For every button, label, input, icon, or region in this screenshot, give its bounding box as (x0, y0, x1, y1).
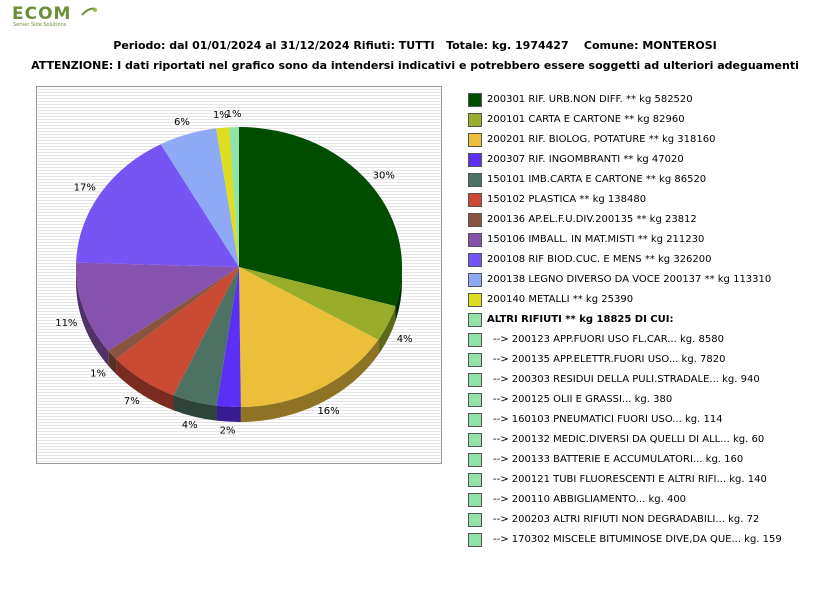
legend-item: 200140 METALLI ** kg 25390 (468, 291, 823, 311)
legend-swatch (468, 93, 482, 107)
legend-label: 200138 LEGNO DIVERSO DA VOCE 200137 ** k… (487, 274, 772, 285)
legend-subitem: --> 200132 MEDIC.DIVERSI DA QUELLI DI AL… (468, 431, 823, 451)
legend-swatch (468, 213, 482, 227)
legend-label: --> 200123 APP.FUORI USO FL.CAR... kg. 8… (493, 334, 724, 345)
legend-swatch (468, 193, 482, 207)
legend-label: 200140 METALLI ** kg 25390 (487, 294, 634, 305)
legend-swatch (468, 273, 482, 287)
legend-label: --> 200203 ALTRI RIFIUTI NON DEGRADABILI… (493, 514, 760, 525)
disclaimer: ATTENZIONE: I dati riportati nel grafico… (31, 59, 799, 72)
legend-swatch (468, 113, 482, 127)
chart-plot-area (36, 86, 442, 464)
legend-label: 150106 IMBALL. IN MAT.MISTI ** kg 211230 (487, 234, 705, 245)
legend-item: 150101 IMB.CARTA E CARTONE ** kg 86520 (468, 171, 823, 191)
logo-text: ECOM (12, 4, 72, 24)
logo-tagline: Server Side Solutions (13, 22, 67, 28)
legend-subitem: --> 200303 RESIDUI DELLA PULI.STRADALE..… (468, 371, 823, 391)
legend-item: 200136 AP.EL.F.U.DIV.200135 ** kg 23812 (468, 211, 823, 231)
legend-label: 200307 RIF. INGOMBRANTI ** kg 47020 (487, 154, 684, 165)
legend-label: 200136 AP.EL.F.U.DIV.200135 ** kg 23812 (487, 214, 697, 225)
chart-legend: 200301 RIF. URB.NON DIFF. ** kg 582520 20… (468, 91, 823, 551)
legend-label: --> 200132 MEDIC.DIVERSI DA QUELLI DI AL… (493, 434, 765, 445)
legend-swatch (468, 393, 482, 407)
legend-swatch (468, 253, 482, 267)
legend-subitem: --> 200133 BATTERIE E ACCUMULATORI... kg… (468, 451, 823, 471)
legend-item: 200307 RIF. INGOMBRANTI ** kg 47020 (468, 151, 823, 171)
legend-subitem: --> 200203 ALTRI RIFIUTI NON DEGRADABILI… (468, 511, 823, 531)
legend-item: 200101 CARTA E CARTONE ** kg 82960 (468, 111, 823, 131)
logo-swoosh-icon (81, 7, 97, 16)
legend-swatch (468, 353, 482, 367)
legend-item: ALTRI RIFIUTI ** kg 18825 DI CUI: (468, 311, 823, 331)
legend-label: --> 160103 PNEUMATICI FUORI USO... kg. 1… (493, 414, 723, 425)
legend-swatch (468, 173, 482, 187)
legend-swatch (468, 333, 482, 347)
legend-item: 200201 RIF. BIOLOG. POTATURE ** kg 31816… (468, 131, 823, 151)
legend-subitem: --> 200135 APP.ELETTR.FUORI USO... kg. 7… (468, 351, 823, 371)
legend-subitem: --> 160103 PNEUMATICI FUORI USO... kg. 1… (468, 411, 823, 431)
legend-swatch (468, 533, 482, 547)
legend-label: 150101 IMB.CARTA E CARTONE ** kg 86520 (487, 174, 707, 185)
legend-label: --> 170302 MISCELE BITUMINOSE DIVE,DA QU… (493, 534, 782, 545)
legend-swatch (468, 133, 482, 147)
legend-label: 200301 RIF. URB.NON DIFF. ** kg 582520 (487, 94, 693, 105)
legend-label: --> 200110 ABBIGLIAMENTO... kg. 400 (493, 494, 687, 505)
ecom-logo: ECOM Server Side Solutions (10, 4, 100, 32)
legend-subitem: --> 200110 ABBIGLIAMENTO... kg. 400 (468, 491, 823, 511)
legend-subitem: --> 170302 MISCELE BITUMINOSE DIVE,DA QU… (468, 531, 823, 551)
legend-swatch (468, 433, 482, 447)
legend-item: 200108 RIF BIOD.CUC. E MENS ** kg 326200 (468, 251, 823, 271)
legend-subitem: --> 200121 TUBI FLUORESCENTI E ALTRI RIF… (468, 471, 823, 491)
legend-label: ALTRI RIFIUTI ** kg 18825 DI CUI: (487, 314, 674, 325)
legend-item: 150102 PLASTICA ** kg 138480 (468, 191, 823, 211)
legend-subitem: --> 200125 OLII E GRASSI... kg. 380 (468, 391, 823, 411)
legend-label: 200108 RIF BIOD.CUC. E MENS ** kg 326200 (487, 254, 712, 265)
legend-swatch (468, 313, 482, 327)
legend-swatch (468, 153, 482, 167)
legend-swatch (468, 493, 482, 507)
legend-label: --> 200303 RESIDUI DELLA PULI.STRADALE..… (493, 374, 760, 385)
legend-label: 200101 CARTA E CARTONE ** kg 82960 (487, 114, 685, 125)
legend-swatch (468, 473, 482, 487)
legend-swatch (468, 453, 482, 467)
legend-swatch (468, 293, 482, 307)
legend-label: --> 200135 APP.ELETTR.FUORI USO... kg. 7… (493, 354, 726, 365)
legend-swatch (468, 513, 482, 527)
legend-swatch (468, 413, 482, 427)
legend-subitem: --> 200123 APP.FUORI USO FL.CAR... kg. 8… (468, 331, 823, 351)
period-summary: Periodo: dal 01/01/2024 al 31/12/2024 Ri… (113, 39, 717, 52)
legend-label: --> 200121 TUBI FLUORESCENTI E ALTRI RIF… (493, 474, 767, 485)
legend-item: 150106 IMBALL. IN MAT.MISTI ** kg 211230 (468, 231, 823, 251)
legend-label: 200201 RIF. BIOLOG. POTATURE ** kg 31816… (487, 134, 716, 145)
legend-label: 150102 PLASTICA ** kg 138480 (487, 194, 647, 205)
legend-item: 200301 RIF. URB.NON DIFF. ** kg 582520 (468, 91, 823, 111)
legend-swatch (468, 233, 482, 247)
legend-label: --> 200133 BATTERIE E ACCUMULATORI... kg… (493, 454, 744, 465)
legend-swatch (468, 373, 482, 387)
legend-item: 200138 LEGNO DIVERSO DA VOCE 200137 ** k… (468, 271, 823, 291)
legend-label: --> 200125 OLII E GRASSI... kg. 380 (493, 394, 673, 405)
